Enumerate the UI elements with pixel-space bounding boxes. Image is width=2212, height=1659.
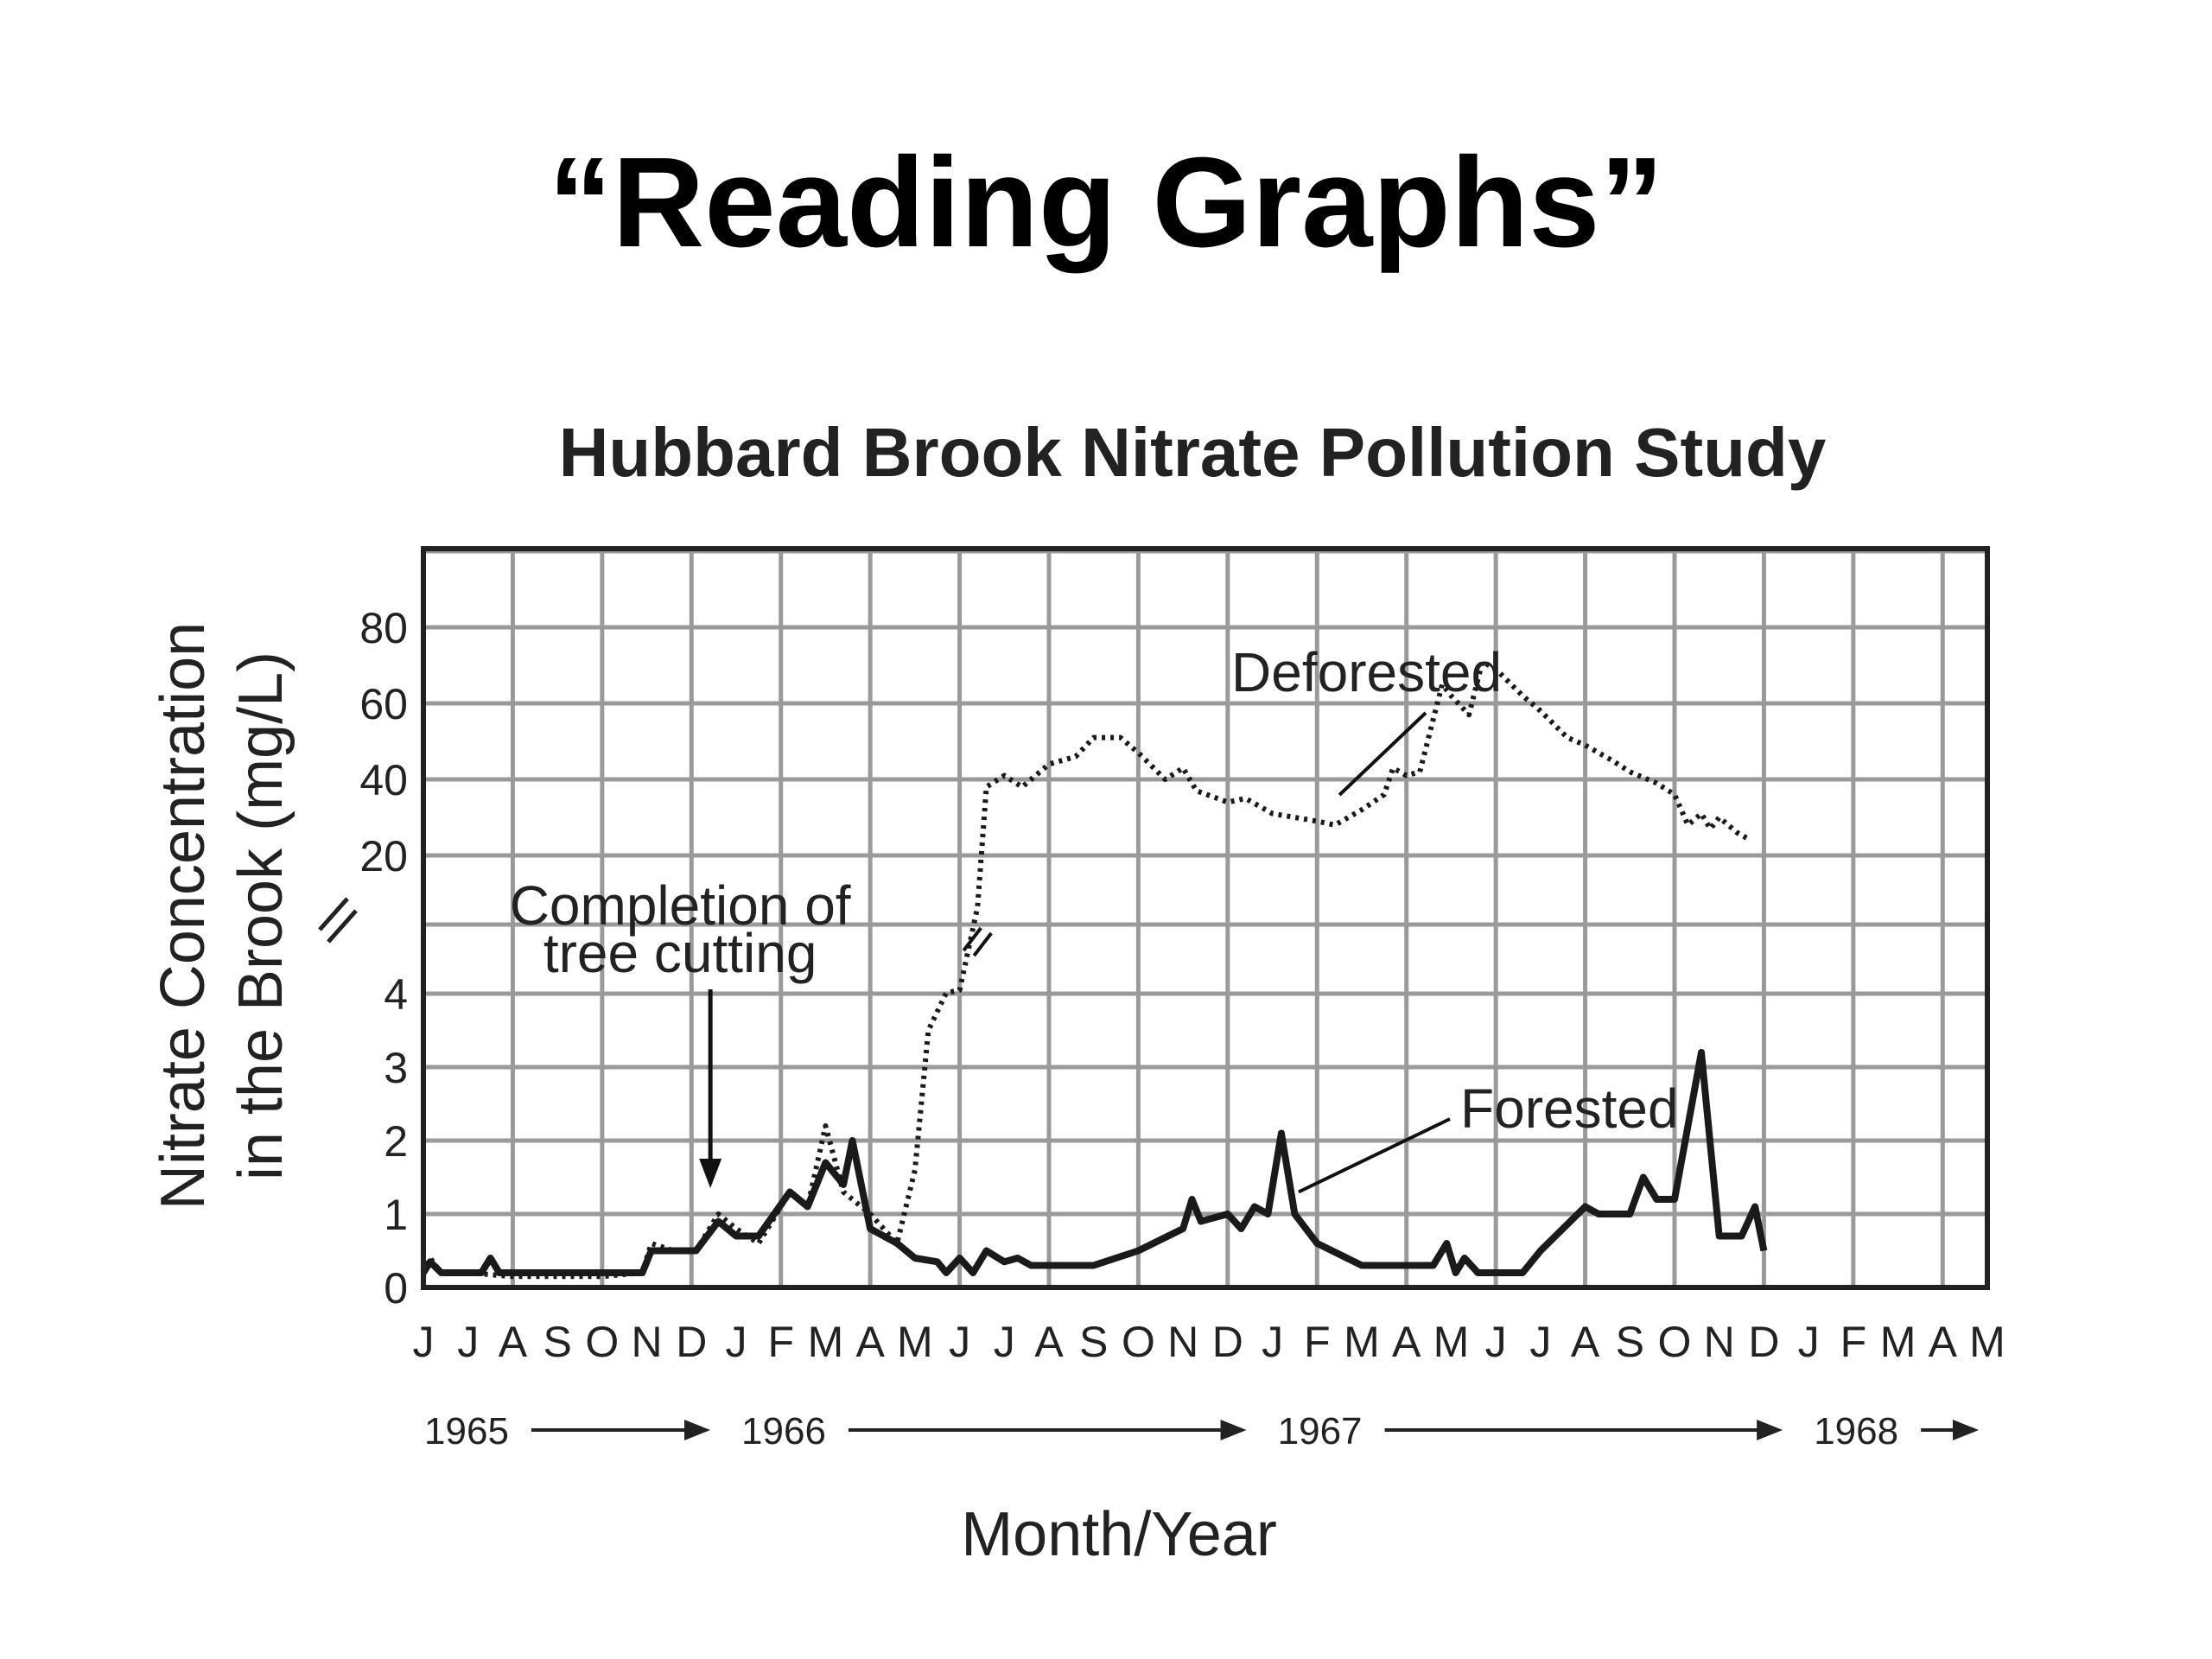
year-label: 1968 (1814, 1410, 1898, 1452)
x-tick-label: D (1748, 1318, 1779, 1366)
series-label-leader (1338, 711, 1427, 797)
y-tick-label: 0 (384, 1264, 408, 1313)
year-arrowhead (1757, 1420, 1783, 1440)
y-axis-title-line-1: Nitrate Concentration (149, 622, 218, 1210)
x-tick-label: M (808, 1318, 844, 1366)
y-tick-label: 20 (359, 832, 408, 880)
x-tick-label: J (413, 1318, 435, 1366)
year-arrowhead (1953, 1420, 1979, 1440)
series-label-deforested: Deforested (1231, 641, 1502, 703)
year-label: 1965 (424, 1410, 509, 1452)
x-tick-label: O (1122, 1318, 1155, 1366)
chart-title: Hubbard Brook Nitrate Pollution Study (558, 414, 1827, 491)
y-tick-label: 40 (359, 756, 408, 804)
x-tick-label: A (1392, 1318, 1421, 1366)
y-tick-label: 80 (359, 604, 408, 652)
y-tick-label: 2 (384, 1117, 408, 1166)
x-tick-label: M (1880, 1318, 1916, 1366)
x-tick-label: A (1571, 1318, 1600, 1366)
x-tick-label: J (1529, 1318, 1551, 1366)
x-tick-label: D (676, 1318, 707, 1366)
x-tick-label: J (726, 1318, 747, 1366)
x-tick-label: N (1167, 1318, 1198, 1366)
slide-title: “Reading Graphs” (548, 131, 1664, 274)
x-tick-label: F (1304, 1318, 1331, 1366)
x-tick-label: S (543, 1318, 571, 1366)
series-break-mark (962, 926, 993, 957)
series-label-leader (1298, 1117, 1451, 1194)
x-tick-label: F (767, 1318, 794, 1366)
series-layer (420, 658, 1768, 1280)
year-label: 1966 (741, 1410, 826, 1452)
x-tick-label: M (1433, 1318, 1470, 1366)
x-tick-label: A (499, 1318, 528, 1366)
x-tick-label: D (1212, 1318, 1243, 1366)
x-tick-label: O (585, 1318, 619, 1366)
x-tick-label: S (1079, 1318, 1108, 1366)
x-tick-label: A (1929, 1318, 1958, 1366)
y-axis-title: Nitrate Concentration in the Brook (mg/L) (149, 622, 296, 1210)
y-tick-label: 60 (359, 680, 408, 728)
annotation-layer: Completion of tree cutting Deforested Fores… (510, 641, 1679, 1194)
annotation-arrowhead (699, 1159, 722, 1188)
y-tick-label: 4 (384, 970, 408, 1019)
series-label-forested: Forested (1460, 1077, 1679, 1140)
x-tick-label: F (1840, 1318, 1867, 1366)
x-tick-label: M (1969, 1318, 2005, 1366)
x-tick-label: N (1704, 1318, 1735, 1366)
x-tick-label: M (897, 1318, 933, 1366)
x-tick-label: N (632, 1318, 663, 1366)
year-label: 1967 (1278, 1410, 1363, 1452)
x-tick-label: S (1616, 1318, 1644, 1366)
y-tick-label: 3 (384, 1044, 408, 1092)
annotation-completion-label: Completion of tree cutting (510, 874, 851, 984)
x-tick-label: J (1485, 1318, 1507, 1366)
year-arrowhead (1220, 1420, 1247, 1440)
axis-break-symbol (318, 897, 358, 944)
year-arrowhead (684, 1420, 710, 1440)
x-tick-label: A (1034, 1318, 1064, 1366)
x-tick-label: J (1262, 1318, 1283, 1366)
y-axis-title-line-2: in the Brook (mg/L) (226, 652, 296, 1180)
series-line-forested (420, 1049, 1768, 1276)
plot-frame (421, 546, 1990, 1290)
grid-layer (423, 549, 1987, 1287)
x-tick-label: J (457, 1318, 479, 1366)
x-tick-label: A (855, 1318, 885, 1366)
y-tick-label: 1 (384, 1191, 408, 1239)
x-axis-title: Month/Year (961, 1500, 1277, 1569)
x-tick-label: J (1798, 1318, 1820, 1366)
x-tick-label: M (1344, 1318, 1380, 1366)
x-tick-label: J (994, 1318, 1015, 1366)
x-tick-label: J (949, 1318, 970, 1366)
x-tick-label: O (1658, 1318, 1692, 1366)
